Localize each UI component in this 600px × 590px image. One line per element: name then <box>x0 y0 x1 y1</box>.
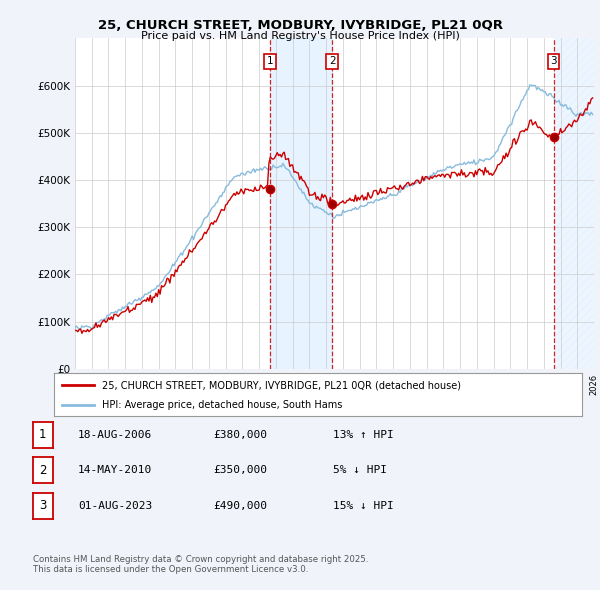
Bar <box>554 38 600 369</box>
Text: £380,000: £380,000 <box>213 430 267 440</box>
Text: 3: 3 <box>39 499 47 512</box>
Text: 5% ↓ HPI: 5% ↓ HPI <box>333 466 387 475</box>
Text: 2: 2 <box>329 57 336 67</box>
Text: 25, CHURCH STREET, MODBURY, IVYBRIDGE, PL21 0QR: 25, CHURCH STREET, MODBURY, IVYBRIDGE, P… <box>97 19 503 32</box>
Text: £350,000: £350,000 <box>213 466 267 475</box>
Text: 14-MAY-2010: 14-MAY-2010 <box>78 466 152 475</box>
Text: 2: 2 <box>39 464 47 477</box>
Text: Contains HM Land Registry data © Crown copyright and database right 2025.
This d: Contains HM Land Registry data © Crown c… <box>33 555 368 574</box>
Text: 15% ↓ HPI: 15% ↓ HPI <box>333 501 394 510</box>
Bar <box>269 38 332 369</box>
Text: 13% ↑ HPI: 13% ↑ HPI <box>333 430 394 440</box>
Text: £490,000: £490,000 <box>213 501 267 510</box>
Text: 1: 1 <box>39 428 47 441</box>
Text: Price paid vs. HM Land Registry's House Price Index (HPI): Price paid vs. HM Land Registry's House … <box>140 31 460 41</box>
Text: 25, CHURCH STREET, MODBURY, IVYBRIDGE, PL21 0QR (detached house): 25, CHURCH STREET, MODBURY, IVYBRIDGE, P… <box>101 381 461 391</box>
Text: 01-AUG-2023: 01-AUG-2023 <box>78 501 152 510</box>
Text: HPI: Average price, detached house, South Hams: HPI: Average price, detached house, Sout… <box>101 400 342 410</box>
Text: 3: 3 <box>550 57 557 67</box>
Text: 1: 1 <box>266 57 273 67</box>
Text: 18-AUG-2006: 18-AUG-2006 <box>78 430 152 440</box>
